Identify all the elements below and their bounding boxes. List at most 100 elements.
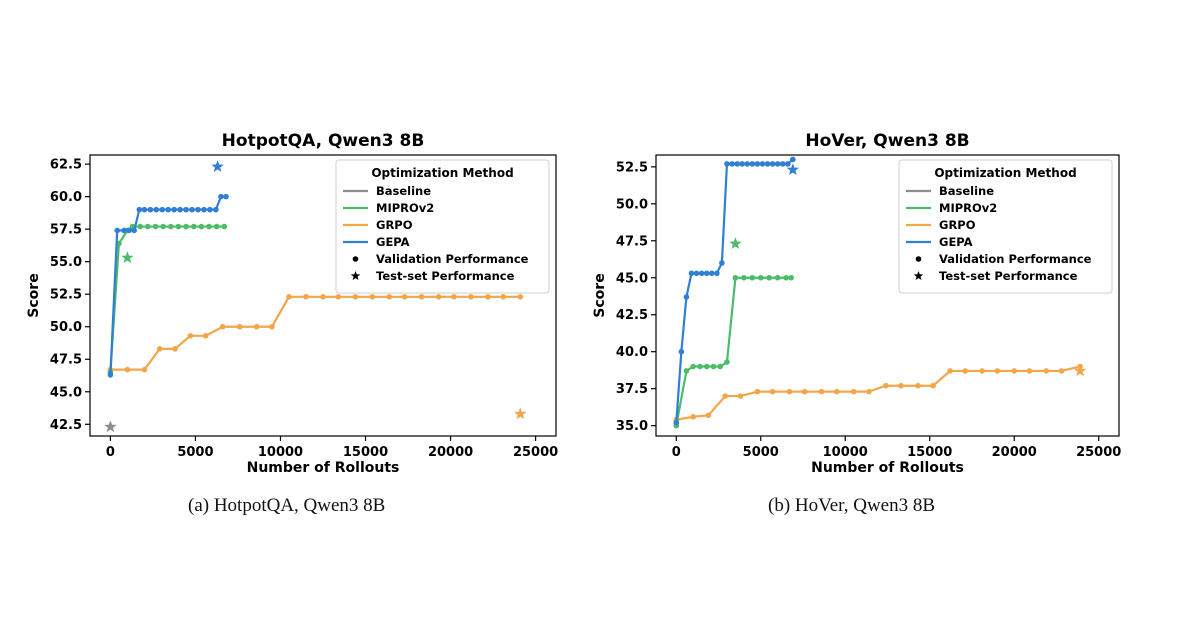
gepa-point: [165, 206, 172, 213]
grpo-point: [947, 368, 953, 374]
chart-title: HoVer, Qwen3 8B: [805, 131, 969, 151]
gepa-point: [159, 206, 166, 213]
miprov2-point: [190, 223, 197, 230]
grpo-point: [468, 294, 474, 300]
gepa-point: [153, 206, 160, 213]
grpo-point: [898, 382, 904, 389]
gepa-test-star: [211, 160, 224, 172]
grpo-point: [994, 368, 1001, 374]
y-tick-label: 50.0: [50, 320, 82, 335]
gepa-point: [734, 161, 740, 167]
gepa-point: [207, 206, 213, 213]
miprov2-point: [160, 223, 166, 230]
miprov2-point: [788, 274, 794, 281]
gepa-point: [183, 206, 189, 213]
y-tick-label: 40.0: [616, 345, 648, 360]
grpo-point: [219, 323, 226, 330]
miprov2-test-star: [121, 251, 134, 264]
gepa-point: [708, 270, 715, 277]
grpo-point: [335, 294, 342, 300]
grpo-line: [110, 295, 521, 371]
gepa-point: [678, 348, 685, 355]
legend-swatch-validation-performance: [352, 256, 359, 262]
gepa-point: [141, 206, 148, 213]
gepa-point: [189, 206, 195, 213]
legend-label-gepa: GEPA: [939, 235, 973, 249]
y-axis-label: Score: [26, 273, 42, 317]
miprov2-point: [152, 223, 159, 230]
gepa-point: [703, 270, 710, 277]
y-tick-label: 47.5: [616, 234, 648, 249]
grpo-point: [401, 294, 408, 300]
y-tick-label: 35.0: [616, 419, 648, 434]
x-tick-label: 20000: [992, 445, 1037, 460]
chart-title: HotpotQA, Qwen3 8B: [222, 131, 425, 151]
grpo-point: [253, 323, 260, 330]
miprov2-point: [221, 223, 228, 230]
gepa-point: [147, 206, 154, 213]
legend-label-test-set-performance: Test-set Performance: [939, 269, 1078, 283]
x-tick-label: 10000: [258, 445, 303, 460]
grpo-point: [187, 333, 194, 339]
gepa-point: [769, 161, 776, 167]
legend-title: Optimization Method: [371, 166, 513, 180]
miprov2-point: [774, 274, 781, 281]
y-tick-label: 62.5: [50, 158, 82, 173]
grpo-point: [1058, 368, 1065, 374]
gepa-point: [744, 161, 751, 167]
grpo-point: [320, 294, 326, 300]
miprov2-point: [783, 274, 789, 281]
gepa-point: [785, 161, 791, 167]
gepa-point: [177, 206, 183, 213]
legend-label-baseline: Baseline: [939, 184, 994, 198]
y-tick-label: 42.5: [50, 418, 82, 433]
miprov2-point: [206, 223, 212, 230]
grpo-point: [786, 388, 793, 395]
x-tick-label: 10000: [823, 445, 868, 460]
miprov2-test-star: [729, 237, 742, 249]
miprov2-point: [766, 274, 773, 281]
legend-label-miprov2: MIPROv2: [376, 201, 434, 215]
grpo-point: [156, 346, 163, 352]
y-tick-label: 52.5: [50, 288, 82, 303]
grpo-point: [883, 382, 889, 389]
grpo-point: [705, 412, 712, 419]
miprov2-point: [703, 363, 710, 370]
grpo-point: [418, 294, 425, 300]
x-axis-label: Number of Rollouts: [811, 460, 964, 476]
gepa-point: [698, 270, 705, 277]
grpo-point: [866, 388, 872, 395]
gepa-point: [790, 156, 796, 163]
miprov2-point: [741, 274, 747, 281]
legend: Optimization Method Baseline MIPROv2 GRPO GE…: [335, 159, 550, 294]
miprov2-point: [724, 359, 730, 365]
y-tick-label: 52.5: [616, 160, 648, 175]
gepa-point: [779, 161, 786, 167]
grpo-point: [485, 294, 491, 300]
miprov2-point: [717, 363, 724, 370]
grpo-point: [451, 294, 457, 300]
gepa-point: [724, 161, 730, 167]
legend-box: [335, 159, 550, 294]
grpo-point: [269, 323, 275, 330]
grpo-point: [202, 333, 209, 339]
gepa-point: [107, 372, 114, 378]
grpo-test-star: [514, 407, 527, 420]
grpo-point: [500, 294, 507, 300]
gepa-point: [749, 161, 756, 167]
y-tick-label: 55.0: [50, 255, 82, 270]
legend-swatch-test-set-performance: [350, 271, 361, 281]
x-tick-label: 25000: [1076, 445, 1121, 460]
y-tick-label: 50.0: [616, 197, 648, 212]
legend-label-grpo: GRPO: [939, 218, 976, 232]
gepa-point: [673, 419, 680, 426]
grpo-point: [979, 368, 985, 374]
grpo-point: [690, 413, 696, 420]
grpo-point: [769, 388, 776, 395]
grpo-point: [517, 294, 524, 300]
y-tick-label: 42.5: [616, 308, 648, 323]
legend-swatch-validation-performance: [915, 256, 922, 262]
x-tick-label: 5000: [743, 445, 779, 460]
chart-hover: HoVer, Qwen3 8B 0 5000 10000 15000 20000 25000…: [592, 131, 1121, 476]
miprov2-point: [175, 223, 182, 230]
